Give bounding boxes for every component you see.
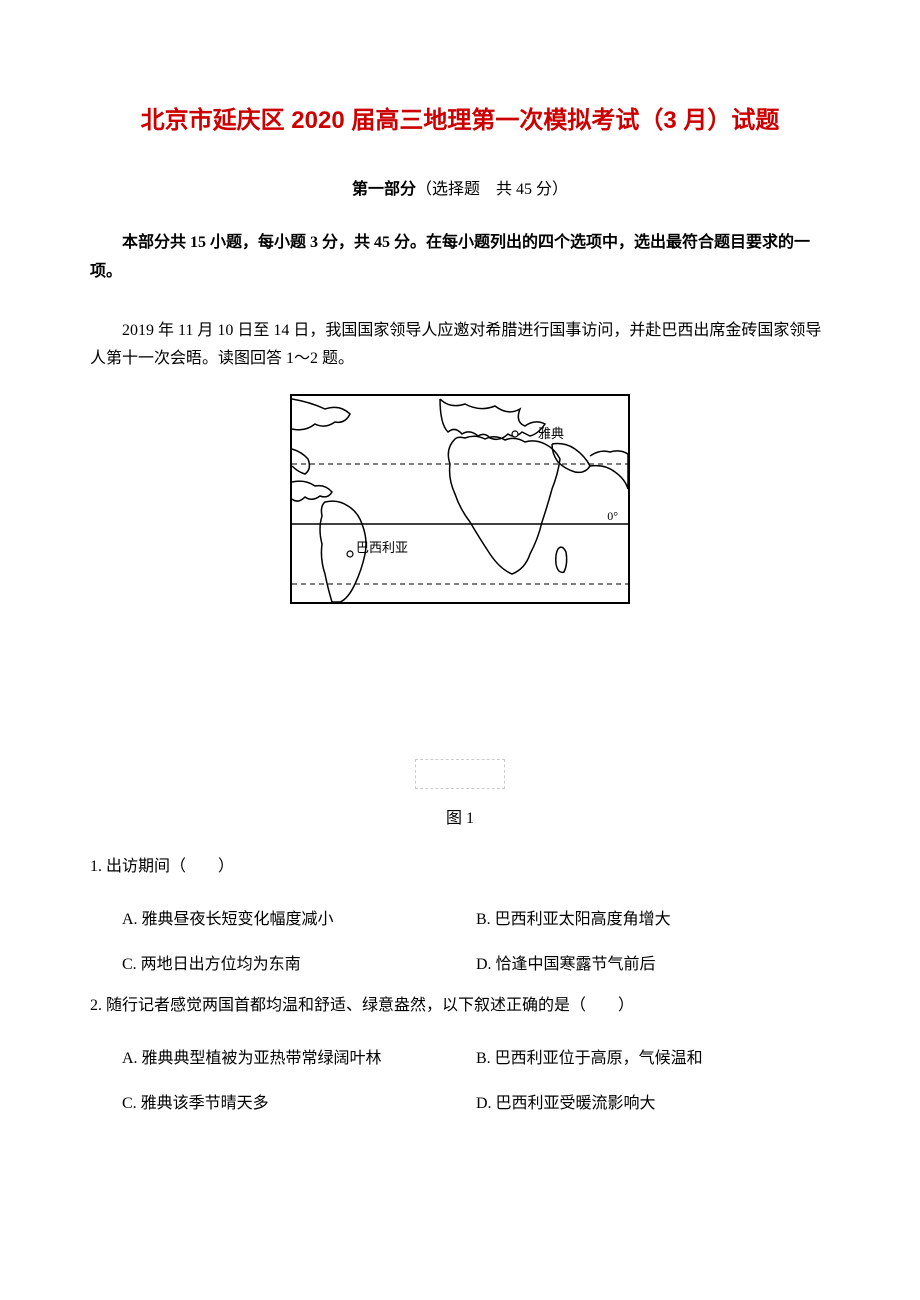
athens-label: 雅典 (538, 426, 564, 441)
figure-caption: 图 1 (90, 804, 830, 828)
brasilia-label: 巴西利亚 (356, 540, 408, 555)
figure-container: 0° 雅典 巴西利亚 (90, 394, 830, 609)
question-1-options: A. 雅典昼夜长短变化幅度减小 B. 巴西利亚太阳高度角增大 C. 两地日出方位… (90, 902, 830, 982)
map-figure: 0° 雅典 巴西利亚 (290, 394, 630, 604)
question-2-options: A. 雅典典型植被为亚热带常绿阔叶林 B. 巴西利亚位于高原，气候温和 C. 雅… (90, 1041, 830, 1121)
option-row: A. 雅典昼夜长短变化幅度减小 B. 巴西利亚太阳高度角增大 (122, 902, 830, 937)
option-row: C. 雅典该季节晴天多 D. 巴西利亚受暖流影响大 (122, 1086, 830, 1121)
section-label-normal: （选择题 共 45 分） (416, 181, 568, 198)
option-c: C. 两地日出方位均为东南 (122, 947, 476, 982)
option-c: C. 雅典该季节晴天多 (122, 1086, 476, 1121)
equator-label: 0° (607, 509, 618, 523)
option-d: D. 恰逢中国寒露节气前后 (476, 947, 830, 982)
option-row: C. 两地日出方位均为东南 D. 恰逢中国寒露节气前后 (122, 947, 830, 982)
option-a: A. 雅典典型植被为亚热带常绿阔叶林 (122, 1041, 476, 1076)
exam-title: 北京市延庆区 2020 届高三地理第一次模拟考试（3 月）试题 (90, 100, 830, 135)
question-2-stem: 2. 随行记者感觉两国首都均温和舒适、绿意盎然，以下叙述正确的是（ ） (90, 992, 830, 1021)
figure-small-placeholder (90, 639, 830, 804)
question-1-stem: 1. 出访期间（ ） (90, 853, 830, 882)
option-b: B. 巴西利亚太阳高度角增大 (476, 902, 830, 937)
option-b: B. 巴西利亚位于高原，气候温和 (476, 1041, 830, 1076)
option-d: D. 巴西利亚受暖流影响大 (476, 1086, 830, 1121)
option-a: A. 雅典昼夜长短变化幅度减小 (122, 902, 476, 937)
instructions: 本部分共 15 小题，每小题 3 分，共 45 分。在每小题列出的四个选项中，选… (90, 229, 830, 287)
section-header: 第一部分（选择题 共 45 分） (90, 175, 830, 199)
option-row: A. 雅典典型植被为亚热带常绿阔叶林 B. 巴西利亚位于高原，气候温和 (122, 1041, 830, 1076)
question-context: 2019 年 11 月 10 日至 14 日，我国国家领导人应邀对希腊进行国事访… (90, 317, 830, 375)
section-label-bold: 第一部分 (352, 181, 416, 198)
